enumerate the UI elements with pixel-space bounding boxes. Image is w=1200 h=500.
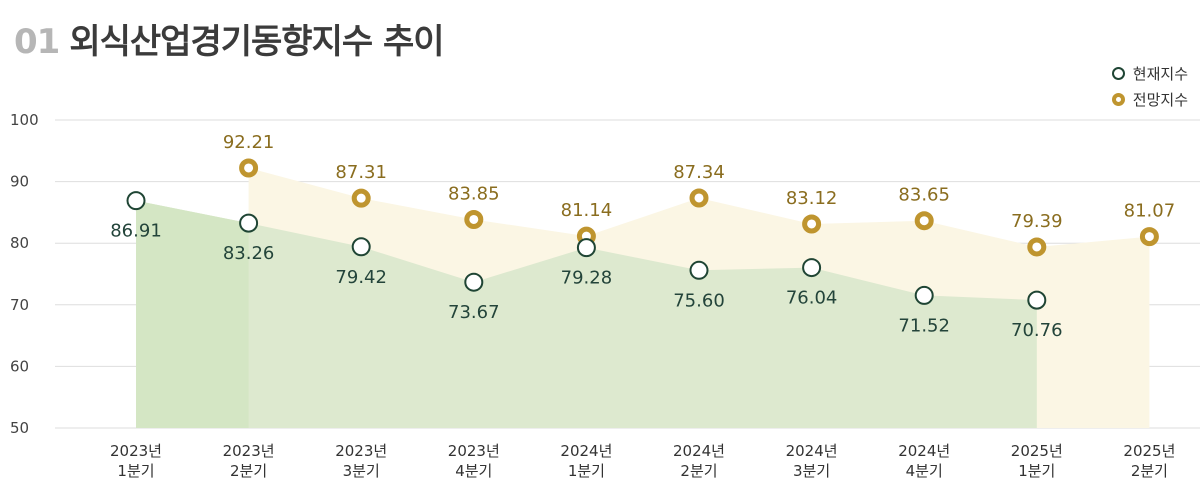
x-tick-label: 2024년 2분기: [673, 442, 725, 480]
forecast-data-label: 81.07: [1124, 201, 1176, 222]
x-tick-quarter: 1분기: [568, 462, 605, 480]
current-point: [576, 238, 596, 258]
forecast-data-label: 87.34: [673, 162, 725, 183]
x-tick-year: 2025년: [1011, 442, 1063, 460]
x-tick-quarter: 2분기: [230, 462, 267, 480]
x-tick-year: 2024년: [673, 442, 725, 460]
y-tick-label: 70: [10, 296, 29, 314]
x-tick-label: 2024년 4분기: [898, 442, 950, 480]
x-tick-quarter: 2분기: [1131, 462, 1168, 480]
current-point: [1027, 290, 1047, 310]
x-tick-quarter: 1분기: [1018, 462, 1055, 480]
x-tick-label: 2023년 3분기: [335, 442, 387, 480]
y-tick-label: 50: [10, 419, 29, 437]
current-data-label: 75.60: [673, 290, 725, 311]
forecast-point: [1027, 237, 1047, 257]
x-tick-quarter: 3분기: [793, 462, 830, 480]
current-point: [689, 260, 709, 280]
x-tick-year: 2023년: [335, 442, 387, 460]
legend-marker-current: [1111, 66, 1125, 80]
forecast-point: [914, 211, 934, 231]
current-point: [239, 213, 259, 233]
forecast-point: [351, 188, 371, 208]
current-data-label: 79.42: [335, 267, 387, 288]
forecast-data-label: 83.85: [448, 183, 500, 204]
current-point: [126, 191, 146, 211]
current-point: [464, 272, 484, 292]
y-tick-label: 100: [10, 111, 39, 129]
x-tick-quarter: 1분기: [117, 462, 154, 480]
x-tick-quarter: 3분기: [343, 462, 380, 480]
current-area: [136, 200, 1037, 428]
x-tick-quarter: 2분기: [680, 462, 717, 480]
title-number: 01: [14, 22, 60, 62]
y-tick-label: 80: [10, 234, 29, 252]
x-tick-quarter: 4분기: [455, 462, 492, 480]
forecast-data-label: 83.12: [786, 188, 838, 209]
legend-label-current: 현재지수: [1132, 64, 1188, 83]
x-tick-year: 2023년: [110, 442, 162, 460]
x-tick-year: 2023년: [223, 442, 275, 460]
forecast-point: [802, 214, 822, 234]
forecast-data-label: 87.31: [335, 162, 387, 183]
chart-title: 01 외식산업경기동향지수 추이: [14, 14, 445, 63]
y-tick-label: 90: [10, 173, 29, 191]
forecast-point: [239, 158, 259, 178]
x-tick-label: 2025년 1분기: [1011, 442, 1063, 480]
current-area-first-segment: [136, 200, 249, 428]
x-tick-year: 2025년: [1123, 442, 1175, 460]
current-data-label: 71.52: [898, 315, 950, 336]
forecast-data-label: 79.39: [1011, 211, 1063, 232]
legend-marker-forecast: [1111, 92, 1125, 106]
x-tick-year: 2023년: [448, 442, 500, 460]
current-data-label: 76.04: [786, 288, 838, 309]
x-tick-label: 2025년 2분기: [1123, 442, 1175, 480]
x-tick-label: 2024년 1분기: [560, 442, 612, 480]
current-data-label: 83.26: [223, 243, 275, 264]
y-tick-label: 60: [10, 357, 29, 375]
current-data-label: 73.67: [448, 302, 500, 323]
x-tick-year: 2024년: [786, 442, 838, 460]
current-point: [914, 285, 934, 305]
x-tick-label: 2023년 2분기: [223, 442, 275, 480]
forecast-data-label: 92.21: [223, 132, 275, 153]
current-data-label: 79.28: [561, 268, 613, 289]
x-tick-year: 2024년: [898, 442, 950, 460]
x-tick-label: 2023년 4분기: [448, 442, 500, 480]
forecast-data-label: 83.65: [898, 185, 950, 206]
current-data-label: 86.91: [110, 221, 162, 242]
forecast-point: [464, 209, 484, 229]
legend: 현재지수 전망지수: [1111, 60, 1188, 112]
current-point: [802, 258, 822, 278]
x-tick-label: 2023년 1분기: [110, 442, 162, 480]
forecast-data-label: 81.14: [561, 200, 613, 221]
legend-item-current: 현재지수: [1111, 60, 1188, 86]
forecast-point: [689, 188, 709, 208]
title-text: 외식산업경기동향지수 추이: [69, 22, 444, 62]
x-tick-year: 2024년: [560, 442, 612, 460]
legend-label-forecast: 전망지수: [1132, 90, 1188, 109]
current-point: [351, 237, 371, 257]
current-data-label: 70.76: [1011, 320, 1063, 341]
x-tick-quarter: 4분기: [906, 462, 943, 480]
x-tick-label: 2024년 3분기: [786, 442, 838, 480]
forecast-point: [1139, 227, 1159, 247]
legend-item-forecast: 전망지수: [1111, 86, 1188, 112]
